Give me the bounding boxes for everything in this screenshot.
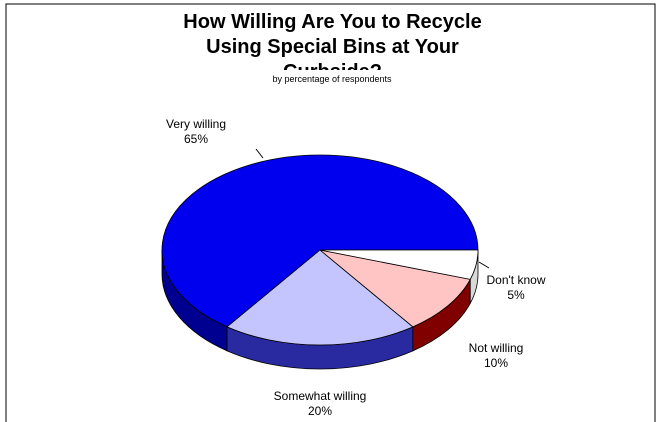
- slice-value-label: 65%: [184, 132, 208, 146]
- title-box: How Willing Are You to Recycle Using Spe…: [183, 11, 482, 70]
- slice-label: Don't know: [487, 273, 546, 287]
- chart-title: How Willing Are You to Recycle Using Spe…: [183, 11, 482, 70]
- slice-label: Somewhat willing: [274, 389, 367, 403]
- frame: [5, 3, 656, 422]
- slice-label: Not willing: [469, 341, 524, 355]
- slice-value-label: 20%: [308, 404, 332, 418]
- leader-line: [478, 261, 490, 269]
- slice: [319, 249, 471, 328]
- slice: [161, 154, 479, 328]
- slice: [319, 249, 479, 280]
- slice-value-label: 10%: [484, 356, 508, 370]
- chart-subtitle: by percentage of respondents: [272, 74, 392, 84]
- slice-value-label: 5%: [507, 288, 525, 302]
- slice: [226, 249, 414, 346]
- leader-line: [255, 148, 264, 159]
- slice-label: Very willing: [166, 117, 226, 131]
